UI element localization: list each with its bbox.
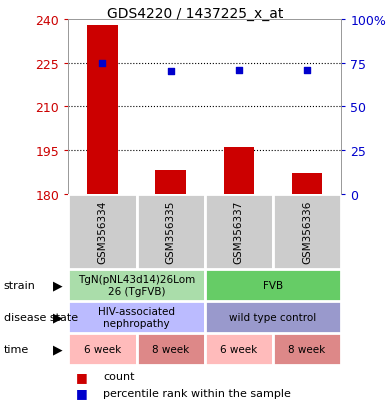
Text: GSM356336: GSM356336 [302, 200, 312, 263]
Text: 8 week: 8 week [152, 344, 189, 354]
Point [236, 67, 242, 74]
Text: strain: strain [4, 280, 36, 290]
Point [304, 67, 310, 74]
Bar [273, 333, 341, 365]
Point [99, 60, 105, 67]
Bar [68, 194, 136, 269]
Bar [155, 171, 186, 194]
Text: disease state: disease state [4, 312, 78, 322]
Text: 6 week: 6 week [84, 344, 121, 354]
Text: percentile rank within the sample: percentile rank within the sample [103, 388, 291, 398]
Text: wild type control: wild type control [229, 312, 317, 322]
Text: FVB: FVB [263, 280, 283, 290]
Text: count: count [103, 371, 135, 382]
Text: ▶: ▶ [53, 342, 62, 355]
Bar [205, 269, 341, 301]
Bar [273, 194, 341, 269]
Bar [205, 194, 273, 269]
Bar [87, 26, 118, 194]
Bar [205, 301, 341, 333]
Text: GSM356337: GSM356337 [234, 200, 244, 263]
Text: TgN(pNL43d14)26Lom
26 (TgFVB): TgN(pNL43d14)26Lom 26 (TgFVB) [78, 274, 195, 296]
Text: GSM356335: GSM356335 [166, 200, 176, 263]
Text: GDS4220 / 1437225_x_at: GDS4220 / 1437225_x_at [107, 7, 283, 21]
Bar [223, 147, 254, 194]
Text: HIV-associated
nephropathy: HIV-associated nephropathy [98, 306, 175, 328]
Text: time: time [4, 344, 29, 354]
Bar [205, 333, 273, 365]
Text: ■: ■ [76, 370, 88, 383]
Text: 6 week: 6 week [220, 344, 257, 354]
Bar [292, 174, 323, 194]
Bar [68, 269, 205, 301]
Text: ■: ■ [76, 387, 88, 399]
Text: ▶: ▶ [53, 311, 62, 323]
Point [168, 69, 174, 76]
Bar [68, 333, 136, 365]
Text: 8 week: 8 week [289, 344, 326, 354]
Bar [136, 194, 205, 269]
Bar [68, 301, 205, 333]
Text: ▶: ▶ [53, 279, 62, 292]
Bar [136, 333, 205, 365]
Text: GSM356334: GSM356334 [98, 200, 107, 263]
